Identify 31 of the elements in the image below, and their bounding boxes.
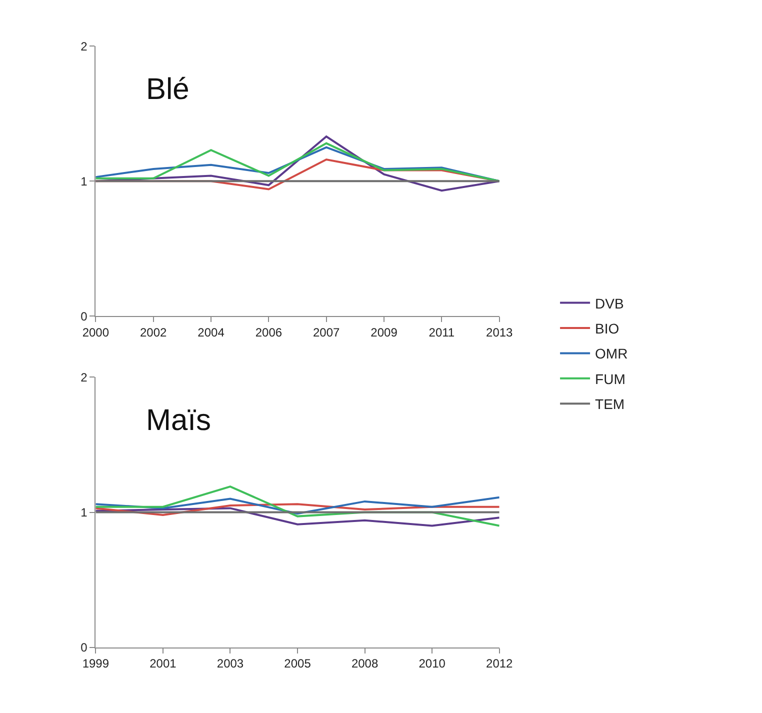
- x-tick-label: 2012: [486, 656, 514, 671]
- text: Blé: [146, 73, 190, 106]
- legend-label: BIO: [595, 320, 620, 336]
- text: Maïs: [146, 404, 212, 437]
- x-tick-label: 2004: [198, 326, 225, 340]
- x-tick-label: 2009: [370, 326, 398, 340]
- y-tick-label: 1: [80, 174, 88, 188]
- x-tick-label: 2002: [140, 326, 168, 340]
- y-tick-label: 0: [80, 309, 88, 324]
- line-series: [96, 507, 500, 527]
- x-tick-label: 2003: [216, 656, 244, 671]
- legend-label: FUM: [595, 370, 626, 387]
- x-tick-label: 2006: [255, 326, 282, 340]
- line-series: [96, 496, 500, 515]
- y-tick-label: 0: [80, 640, 88, 654]
- legend-label: OMR: [595, 346, 628, 362]
- x-tick-label: 2013: [486, 326, 514, 340]
- x-tick-label: 1999: [82, 656, 110, 671]
- x-tick-label: 2008: [351, 656, 378, 671]
- y-tick-label: 1: [80, 505, 88, 520]
- x-tick-label: 2000: [82, 326, 110, 340]
- y-tick-label: 2: [80, 39, 88, 54]
- x-tick-label: 2001: [150, 656, 177, 671]
- legend-label: TEM: [595, 396, 625, 412]
- x-tick-label: 2010: [418, 656, 446, 671]
- x-tick-label: 2011: [428, 326, 455, 340]
- x-tick-label: 2005: [284, 656, 312, 671]
- line-series: [96, 503, 500, 516]
- legend-label: DVB: [595, 295, 624, 312]
- x-tick-label: 2007: [313, 326, 340, 340]
- y-tick-label: 2: [80, 370, 88, 384]
